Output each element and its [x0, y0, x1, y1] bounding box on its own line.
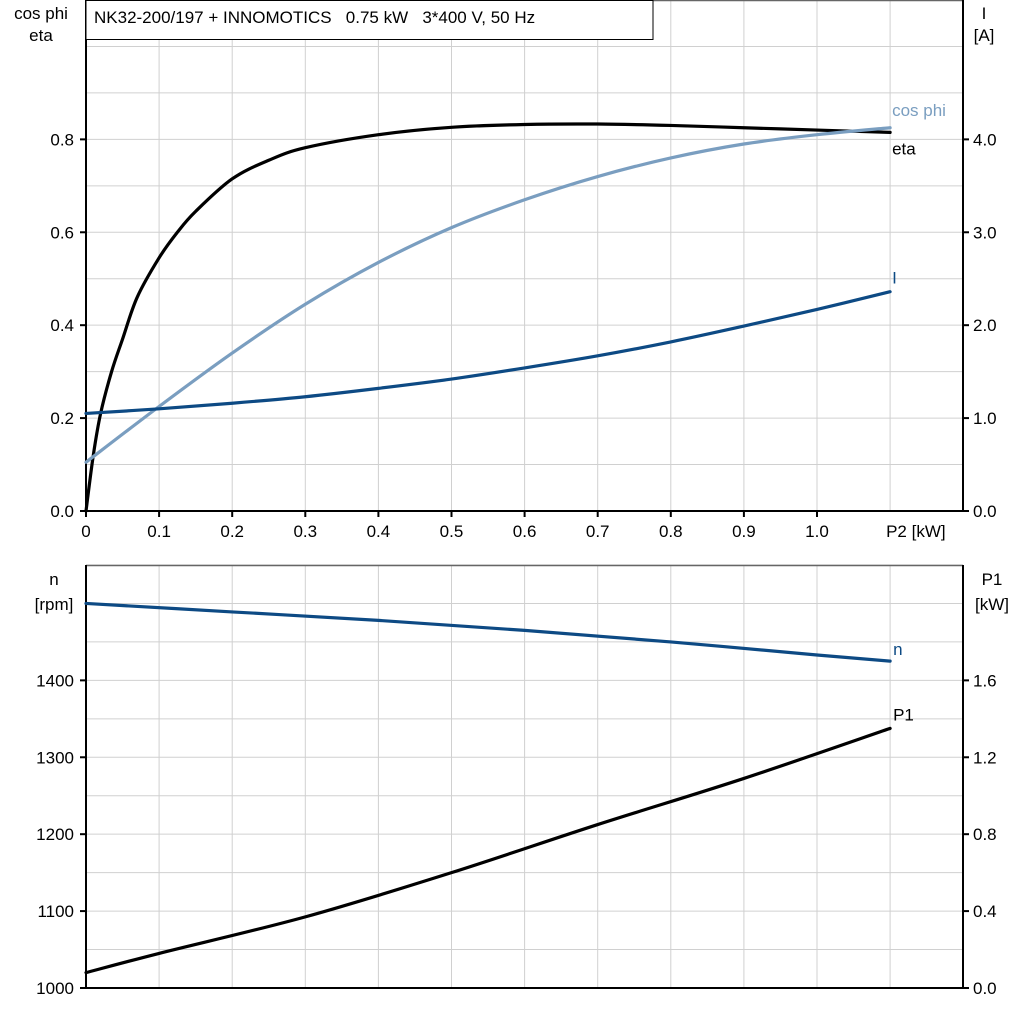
- left-tick-label: 1400: [36, 671, 74, 690]
- left-tick-label: 0.0: [50, 502, 74, 521]
- right-tick-label: 3.0: [973, 223, 997, 242]
- left-axis-title: [rpm]: [35, 595, 74, 614]
- right-axis-title: [A]: [974, 26, 995, 45]
- x-tick-label: 0.3: [293, 522, 317, 541]
- x-tick-label: 0.7: [586, 522, 610, 541]
- left-tick-label: 0.2: [50, 409, 74, 428]
- left-tick-label: 0.8: [50, 130, 74, 149]
- right-axis-title: [kW]: [975, 595, 1009, 614]
- series-p1-line: [84, 726, 892, 975]
- right-tick-label: 1.0: [973, 409, 997, 428]
- right-tick-label: 2.0: [973, 316, 997, 335]
- x-tick-label: 0.9: [732, 522, 756, 541]
- left-tick-label: 0.4: [50, 316, 74, 335]
- x-tick-label: 0.4: [367, 522, 391, 541]
- right-axis-title: P1: [982, 570, 1003, 589]
- x-tick-label: 1.0: [805, 522, 829, 541]
- right-tick-label: 1.6: [973, 671, 997, 690]
- right-axis-title: I: [982, 4, 987, 23]
- x-axis-title: P2 [kW]: [886, 522, 946, 541]
- left-tick-label: 0.6: [50, 223, 74, 242]
- right-tick-label: 0.8: [973, 825, 997, 844]
- right-tick-label: 0.0: [973, 979, 997, 998]
- right-tick-label: 1.2: [973, 748, 997, 767]
- series-i-line: [84, 290, 892, 416]
- left-tick-label: 1000: [36, 979, 74, 998]
- series-cos-phi-label: cos phi: [892, 101, 946, 120]
- right-tick-label: 0.4: [973, 902, 997, 921]
- left-axis-title: cos phi: [14, 4, 68, 23]
- series-cos-phi-line: [84, 126, 892, 464]
- left-axis-title: n: [49, 570, 58, 589]
- series-i-label: I: [892, 269, 897, 288]
- chart-title: NK32-200/197 + INNOMOTICS 0.75 kW 3*400 …: [94, 8, 535, 27]
- series-eta-label: eta: [892, 139, 916, 158]
- right-tick-label: 4.0: [973, 130, 997, 149]
- left-tick-label: 1300: [36, 748, 74, 767]
- x-tick-label: 0.1: [147, 522, 171, 541]
- left-tick-label: 1200: [36, 825, 74, 844]
- series-n-line: [84, 601, 892, 663]
- left-tick-label: 1100: [37, 902, 74, 921]
- series-p1-label: P1: [893, 705, 914, 724]
- series-n-label: n: [893, 640, 902, 659]
- x-tick-label: 0.8: [659, 522, 683, 541]
- title-box: [85, 0, 654, 40]
- x-tick-label: 0.6: [513, 522, 537, 541]
- right-tick-label: 0.0: [973, 502, 997, 521]
- x-tick-label: 0: [81, 522, 90, 541]
- series-eta-line: [84, 122, 892, 513]
- x-tick-label: 0.2: [220, 522, 244, 541]
- left-axis-title: eta: [29, 26, 53, 45]
- x-tick-label: 0.5: [440, 522, 464, 541]
